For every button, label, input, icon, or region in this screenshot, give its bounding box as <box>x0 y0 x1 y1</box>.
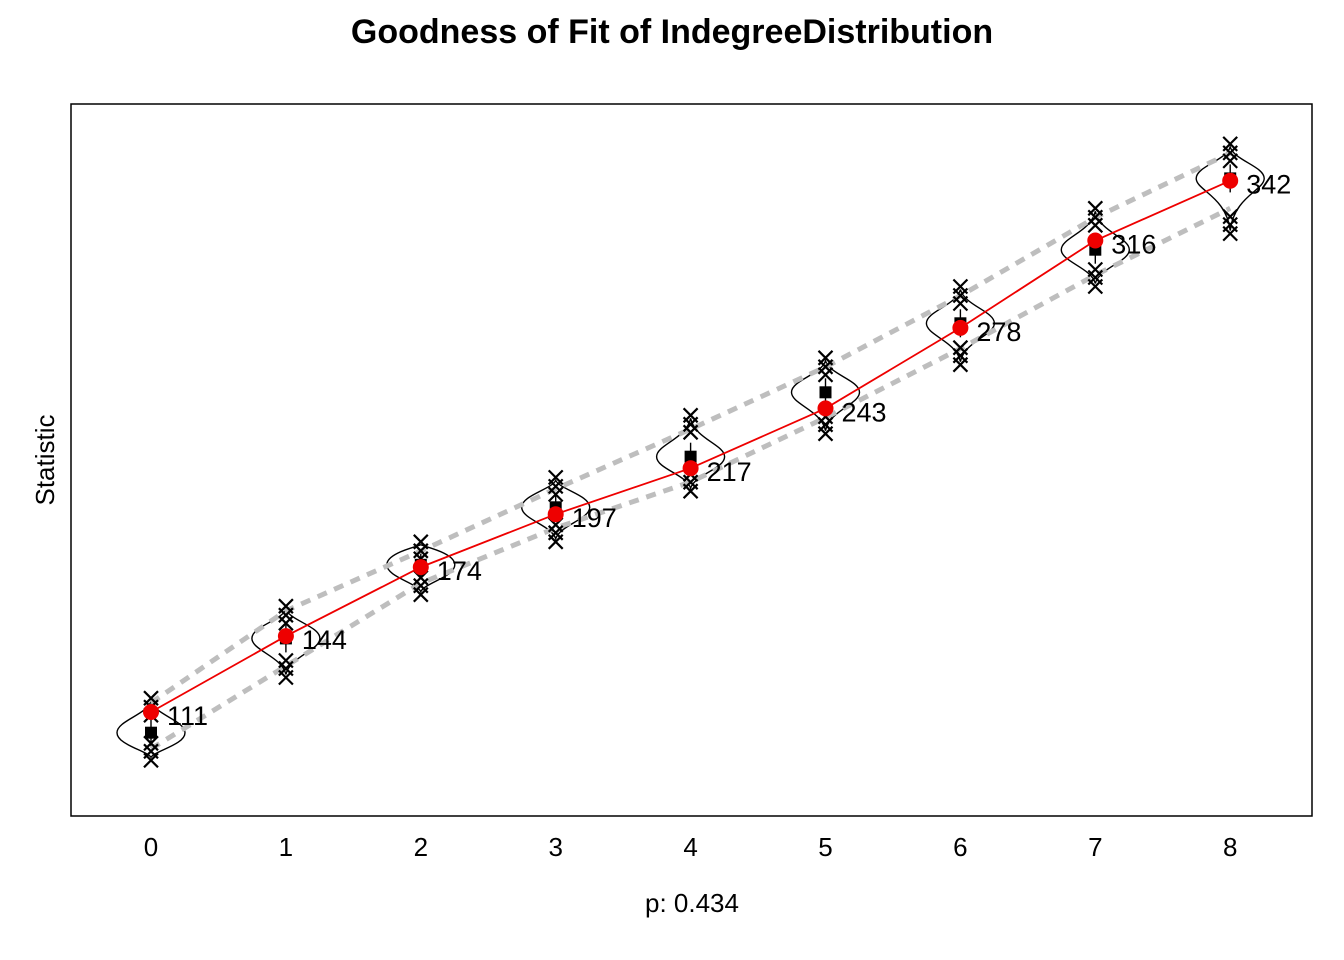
violin <box>1060 211 1131 284</box>
simulated-extreme-marker <box>952 295 969 312</box>
x-axis-label: p: 0.434 <box>645 888 739 918</box>
observed-point <box>952 319 969 336</box>
violin <box>116 698 186 759</box>
band-lower-line <box>149 206 1232 751</box>
simulated-extreme-marker <box>1087 217 1104 234</box>
violin <box>655 418 726 491</box>
observed-point <box>143 704 159 720</box>
violin <box>520 478 591 542</box>
x-tick-label: 2 <box>414 832 428 862</box>
chart-title: Goodness of Fit of IndegreeDistribution <box>351 13 993 51</box>
observed-point <box>547 506 564 523</box>
x-tick-label: 0 <box>144 832 158 862</box>
observed-value-label: 144 <box>302 625 347 655</box>
x-tick-label: 5 <box>818 832 832 862</box>
simulated-extreme-marker <box>278 615 294 631</box>
simulated-extreme-marker <box>1087 261 1104 278</box>
simulated-extreme-marker <box>1222 153 1238 169</box>
simulated-mean-marker <box>684 450 697 463</box>
simulated-extreme-marker <box>682 424 699 441</box>
observed-point <box>277 628 294 645</box>
observed-point <box>1222 172 1239 189</box>
violin <box>925 289 996 362</box>
observed-point <box>412 559 429 576</box>
observed-value-label: 316 <box>1111 230 1156 260</box>
observed-value-label: 174 <box>437 556 482 586</box>
observed-value-label: 278 <box>976 317 1021 347</box>
plot-frame <box>70 103 1313 817</box>
observed-value-label: 217 <box>707 457 752 487</box>
x-axis: 0 1 2 3 4 5 6 7 8 <box>144 832 1238 862</box>
observed-value-label: 197 <box>572 503 617 533</box>
observed-value-label: 111 <box>167 701 208 731</box>
x-tick-label: 8 <box>1223 832 1237 862</box>
simulated-extreme-marker <box>817 367 834 383</box>
observed-point <box>1087 232 1104 249</box>
x-tick-label: 3 <box>548 832 562 862</box>
observed-point <box>682 460 699 477</box>
simulated-extreme-marker <box>952 339 969 356</box>
simulated-extreme-marker <box>1222 208 1238 225</box>
violin <box>1195 144 1265 231</box>
band-upper-line <box>149 150 1232 705</box>
y-axis-label: Statistic <box>30 414 60 505</box>
simulated-extreme-marker <box>278 652 294 669</box>
simulated-mean-marker <box>145 726 157 739</box>
observed-value-label: 342 <box>1246 170 1291 200</box>
observed-series: 111 144 174 197 217 243 278 316 342 <box>143 170 1291 731</box>
confidence-band-layer <box>149 150 1232 751</box>
simulated-extreme-marker <box>547 486 564 503</box>
x-tick-label: 6 <box>953 832 967 862</box>
x-tick-label: 4 <box>683 832 697 862</box>
observed-value-label: 243 <box>842 397 887 427</box>
simulated-mean-marker <box>819 386 832 399</box>
x-tick-label: 1 <box>279 832 293 862</box>
x-tick-label: 7 <box>1088 832 1102 862</box>
violin <box>790 358 861 431</box>
observed-point <box>817 400 834 417</box>
simulated-marker-layer <box>143 136 1238 769</box>
